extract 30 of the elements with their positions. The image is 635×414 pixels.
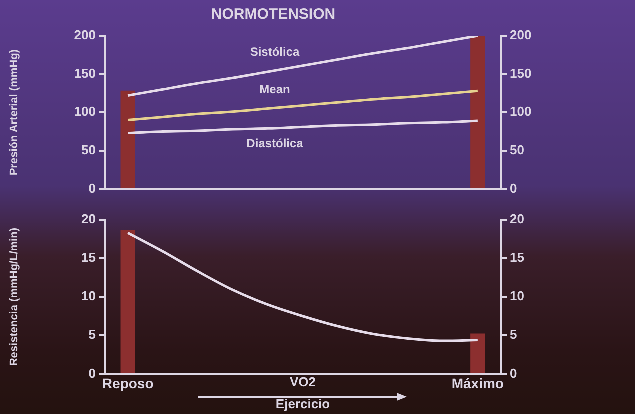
y2-tick-label: 50 <box>510 142 524 158</box>
y2-tick-label: 15 <box>510 250 524 266</box>
y2-tick-label: 150 <box>510 66 532 81</box>
y-axis-title: Resistencia (mmHg/L/min) <box>8 228 21 366</box>
y-tick-label: 150 <box>74 66 96 81</box>
y-tick-label: 5 <box>88 327 96 342</box>
y-tick-label: 50 <box>82 142 96 158</box>
x-tick-label: Reposo <box>102 375 154 392</box>
y-tick-label: 15 <box>82 250 96 266</box>
y-tick-label: 100 <box>74 104 96 120</box>
series-label: Sistólica <box>250 44 300 59</box>
y2-tick-label: 10 <box>510 288 524 304</box>
y2-tick-label: 20 <box>510 212 524 227</box>
y-tick-label: 0 <box>88 366 96 381</box>
text: Ejercicio <box>276 396 330 412</box>
y2-tick-label: 0 <box>510 366 518 381</box>
series-label: Mean <box>260 82 290 96</box>
y-tick-label: 200 <box>74 28 96 43</box>
y2-tick-label: 100 <box>510 104 532 120</box>
y-tick-label: 20 <box>82 212 96 227</box>
y-axis-title: Presión Arterial (mmHg) <box>8 49 21 176</box>
series-label: Diastólica <box>246 136 304 150</box>
x-axis-title: VO2 <box>290 374 316 390</box>
y2-tick-label: 5 <box>510 327 518 342</box>
y-tick-label: 0 <box>88 180 96 196</box>
y2-tick-label: 200 <box>510 28 532 43</box>
chart-title: NORMOTENSION <box>211 6 336 24</box>
x-tick-label: Máximo <box>452 375 504 392</box>
y2-tick-label: 0 <box>510 180 518 196</box>
y-tick-label: 10 <box>82 288 96 304</box>
